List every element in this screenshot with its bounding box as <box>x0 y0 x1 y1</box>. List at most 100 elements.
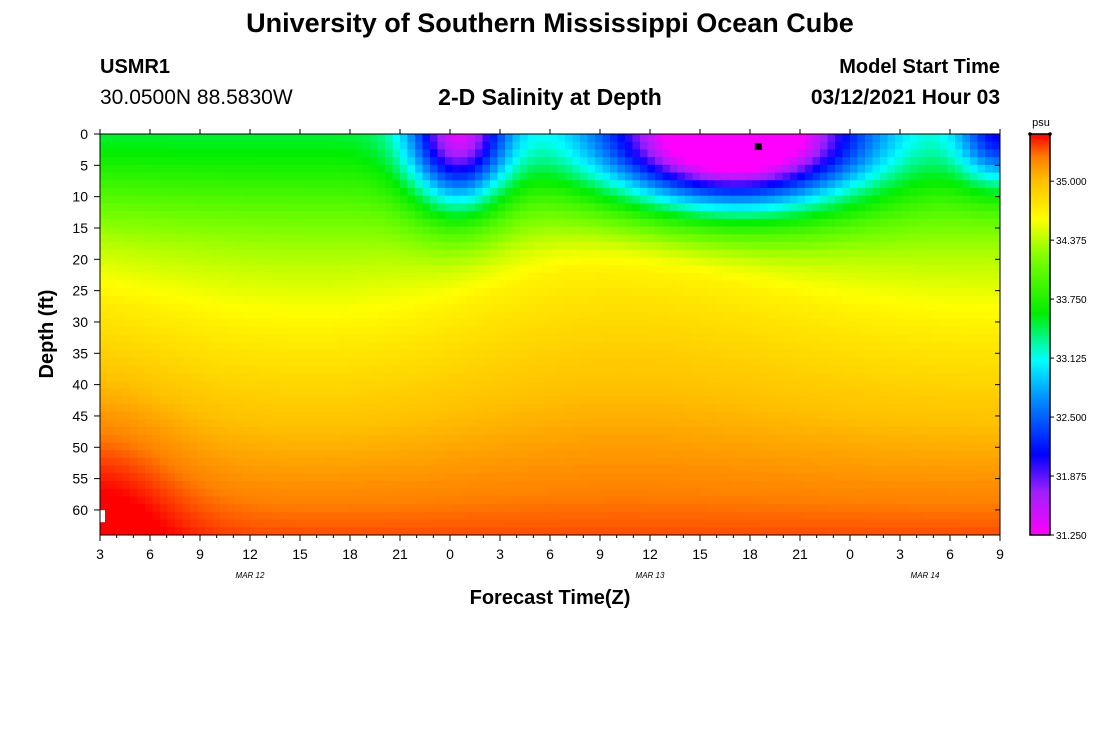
heatmap-cell <box>242 280 251 289</box>
heatmap-cell <box>647 311 656 320</box>
heatmap-cell <box>355 427 364 436</box>
heatmap-cell <box>752 419 761 428</box>
heatmap-cell <box>100 134 109 143</box>
heatmap-cell <box>160 303 169 312</box>
heatmap-cell <box>302 157 311 166</box>
heatmap-cell <box>257 419 266 428</box>
heatmap-cell <box>280 326 289 336</box>
heatmap-cell <box>505 457 514 467</box>
heatmap-cell <box>557 419 566 428</box>
heatmap-cell <box>595 342 604 351</box>
heatmap-cell <box>145 519 154 528</box>
heatmap-cell <box>362 434 371 444</box>
heatmap-cell <box>325 373 334 382</box>
heatmap-cell <box>355 357 364 366</box>
heatmap-cell <box>242 218 251 228</box>
heatmap-cell <box>752 218 761 228</box>
heatmap-cell <box>437 334 446 343</box>
heatmap-cell <box>497 450 506 459</box>
heatmap-cell <box>497 457 506 467</box>
heatmap-cell <box>767 164 776 174</box>
heatmap-cell <box>197 388 206 397</box>
heatmap-cell <box>722 326 731 336</box>
heatmap-cell <box>497 365 506 374</box>
heatmap-cell <box>542 342 551 351</box>
heatmap-cell <box>572 419 581 428</box>
heatmap-cell <box>490 311 499 320</box>
heatmap-cell <box>587 241 596 251</box>
heatmap-cell <box>197 134 206 143</box>
heatmap-cell <box>640 164 649 174</box>
heatmap-cell <box>107 527 116 535</box>
heatmap-cell <box>392 180 401 189</box>
heatmap-cell <box>400 411 409 420</box>
heatmap-cell <box>220 172 229 181</box>
heatmap-cell <box>160 249 169 258</box>
heatmap-cell <box>475 349 484 359</box>
heatmap-cell <box>497 265 506 274</box>
heatmap-cell <box>557 473 566 482</box>
heatmap-cell <box>265 427 274 436</box>
heatmap-cell <box>212 272 221 282</box>
heatmap-cell <box>347 157 356 166</box>
heatmap-cell <box>332 365 341 374</box>
heatmap-cell <box>685 141 694 151</box>
heatmap-cell <box>310 396 319 405</box>
heatmap-cell <box>265 241 274 251</box>
heatmap-cell <box>707 334 716 343</box>
heatmap-cell <box>205 457 214 467</box>
heatmap-cell <box>175 442 184 451</box>
heatmap-cell <box>107 427 116 436</box>
heatmap-cell <box>805 365 814 374</box>
heatmap-cell <box>175 218 184 228</box>
heatmap-cell <box>385 481 394 490</box>
heatmap-cell <box>235 365 244 374</box>
heatmap-cell <box>122 481 131 490</box>
heatmap-cell <box>595 496 604 505</box>
heatmap-cell <box>362 218 371 228</box>
heatmap-cell <box>160 257 169 266</box>
heatmap-cell <box>610 326 619 336</box>
heatmap-cell <box>190 511 199 521</box>
heatmap-cell <box>100 326 109 336</box>
heatmap-cell <box>400 342 409 351</box>
heatmap-cell <box>362 203 371 212</box>
heatmap-cell <box>430 295 439 305</box>
heatmap-cell <box>782 326 791 336</box>
heatmap-cell <box>617 288 626 297</box>
heatmap-cell <box>467 427 476 436</box>
heatmap-cell <box>100 496 109 505</box>
heatmap-cell <box>610 380 619 390</box>
heatmap-cell <box>467 334 476 343</box>
heatmap-cell <box>295 265 304 274</box>
heatmap-cell <box>205 187 214 197</box>
heatmap-cell <box>212 403 221 413</box>
heatmap-cell <box>535 403 544 413</box>
heatmap-cell <box>625 519 634 528</box>
heatmap-cell <box>347 481 356 490</box>
heatmap-cell <box>707 218 716 228</box>
heatmap-cell <box>805 249 814 258</box>
heatmap-cell <box>595 388 604 397</box>
heatmap-cell <box>385 257 394 266</box>
heatmap-cell <box>445 164 454 174</box>
heatmap-cell <box>512 419 521 428</box>
heatmap-cell <box>797 349 806 359</box>
heatmap-cell <box>460 457 469 467</box>
heatmap-cell <box>220 349 229 359</box>
heatmap-cell <box>235 311 244 320</box>
heatmap-cell <box>572 218 581 228</box>
heatmap-cell <box>212 419 221 428</box>
heatmap-cell <box>572 380 581 390</box>
heatmap-cell <box>362 226 371 235</box>
heatmap-cell <box>107 319 116 328</box>
heatmap-cell <box>400 195 409 204</box>
heatmap-cell <box>707 295 716 305</box>
heatmap-cell <box>505 388 514 397</box>
heatmap-cell <box>197 396 206 405</box>
heatmap-cell <box>370 504 379 513</box>
heatmap-cell <box>557 465 566 474</box>
heatmap-cell <box>137 427 146 436</box>
heatmap-cell <box>115 488 124 498</box>
heatmap-cell <box>272 180 281 189</box>
